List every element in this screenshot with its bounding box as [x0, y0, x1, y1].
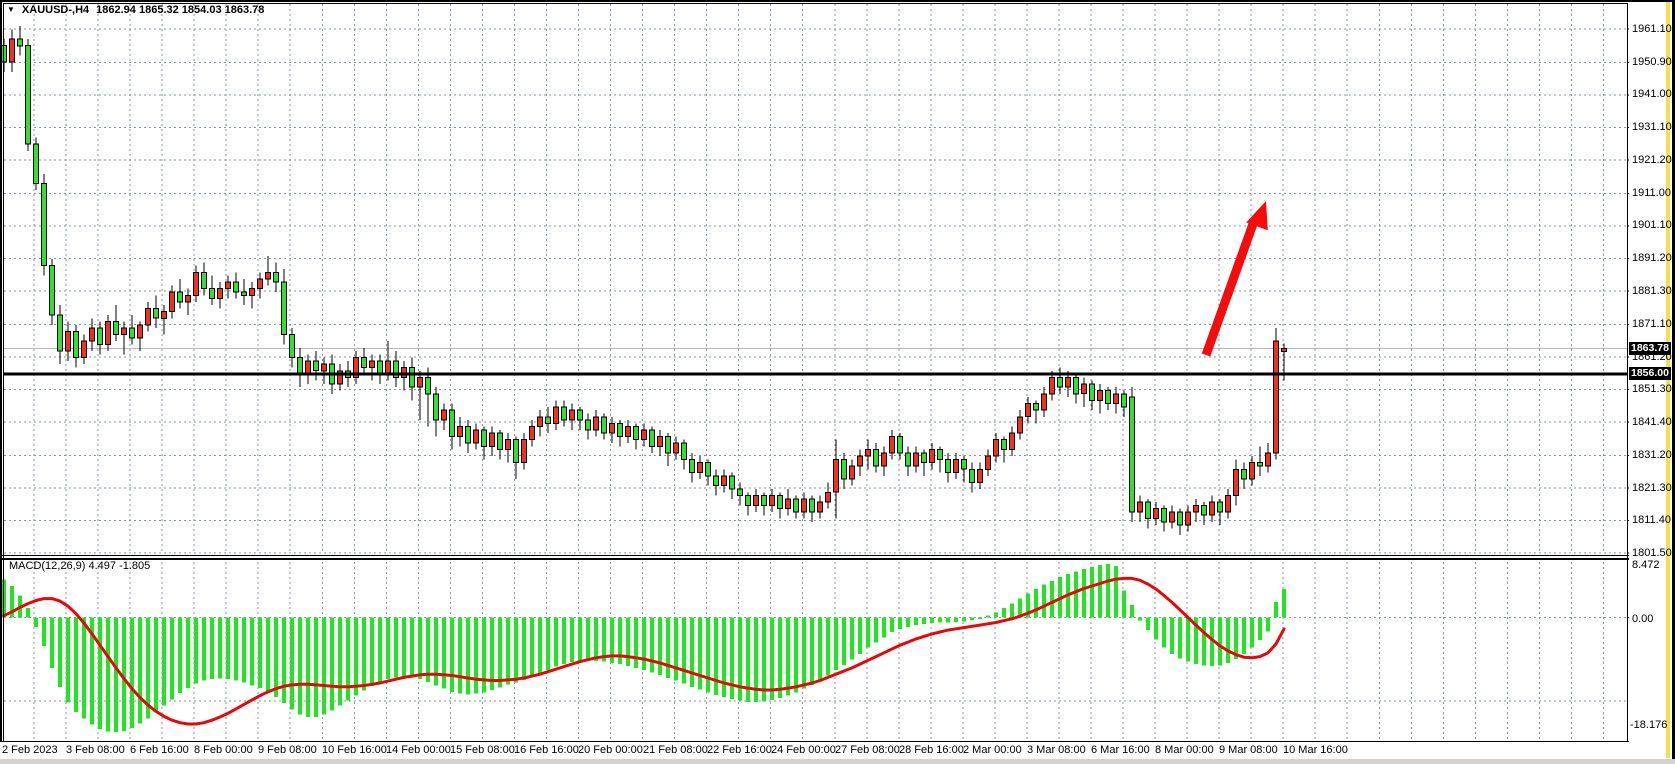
macd-indicator-label: MACD(12,26,9) 4.497 -1.805 [9, 560, 150, 572]
window-accent-stripe [1666, 2, 1670, 758]
window-border-top [0, 0, 1675, 2]
price-axis-label: 1921.20 [1632, 154, 1672, 166]
macd-histogram [2, 564, 1286, 733]
price-axis-label: 1911.00 [1632, 187, 1671, 199]
time-axis-label: 21 Feb 08:00 [643, 744, 708, 756]
macd-name: MACD(12,26,9) [9, 560, 86, 572]
time-axis-label: 2 Feb 2023 [2, 744, 58, 756]
time-axis-label: 15 Feb 08:00 [450, 744, 515, 756]
time-axis-label: 28 Feb 16:00 [899, 744, 964, 756]
current-price-tag: 1863.78 [1629, 342, 1671, 355]
time-axis-label: 24 Feb 00:00 [771, 744, 836, 756]
price-axis-label: 1801.50 [1632, 547, 1672, 559]
time-axis-label: 27 Feb 08:00 [835, 744, 900, 756]
symbol-dropdown-icon[interactable]: ▼ [7, 5, 15, 14]
price-axis[interactable]: 8.472 0.00 -18.176 1961.10 1950.90 1941.00… [1629, 2, 1672, 758]
time-axis-label: 6 Feb 16:00 [130, 744, 189, 756]
time-axis-label: 10 Feb 16:00 [322, 744, 387, 756]
window-border-right [1672, 0, 1675, 764]
ohlc-values: 1862.94 1865.32 1854.03 1863.78 [96, 4, 265, 16]
time-axis-label: 10 Mar 16:00 [1283, 744, 1348, 756]
time-axis-label: 22 Feb 16:00 [707, 744, 772, 756]
price-axis-label: 1841.40 [1632, 416, 1672, 428]
price-axis-label: 1891.20 [1632, 252, 1672, 264]
price-axis-label: 1811.40 [1632, 514, 1671, 526]
hline-price-tag: 1856.00 [1629, 367, 1671, 380]
time-axis-label: 9 Feb 08:00 [258, 744, 317, 756]
time-axis-label: 14 Feb 00:00 [386, 744, 451, 756]
time-axis-label: 9 Mar 08:00 [1219, 744, 1278, 756]
macd-values: 4.497 -1.805 [88, 560, 151, 572]
price-axis-label: 1821.30 [1632, 482, 1672, 494]
time-axis-label: 8 Feb 00:00 [194, 744, 253, 756]
window-border-bottom [0, 759, 1675, 764]
price-axis-label: 1901.10 [1632, 219, 1672, 231]
price-axis-label: 1871.10 [1632, 318, 1672, 330]
price-axis-label: 1941.00 [1632, 88, 1672, 100]
time-axis-label: 6 Mar 16:00 [1091, 744, 1150, 756]
price-axis-label: 1851.30 [1632, 383, 1672, 395]
macd-axis-max: 8.472 [1632, 559, 1660, 571]
symbol-period-label: XAUUSD-,H4 [21, 4, 90, 16]
time-axis-label: 20 Feb 00:00 [578, 744, 643, 756]
time-axis[interactable]: 2 Feb 2023 3 Feb 08:00 6 Feb 16:00 8 Feb 00… [0, 742, 1666, 759]
price-axis-label: 1881.30 [1632, 285, 1672, 297]
macd-axis-zero: 0.00 [1632, 613, 1654, 625]
time-axis-label: 16 Feb 16:00 [514, 744, 579, 756]
time-axis-label: 2 Mar 00:00 [963, 744, 1022, 756]
time-axis-label: 8 Mar 00:00 [1155, 744, 1214, 756]
price-axis-label: 1950.90 [1632, 56, 1672, 68]
panel-separator[interactable] [0, 555, 1666, 561]
grid [4, 4, 1627, 740]
quote-line: ▼ XAUUSD-,H4 1862.94 1865.32 1854.03 186… [7, 4, 264, 16]
price-axis-label: 1961.10 [1632, 23, 1672, 35]
candlestick-series [1, 26, 1287, 535]
window-border-left [0, 0, 2, 764]
trend-arrow[interactable] [1201, 201, 1268, 357]
price-axis-label: 1831.20 [1632, 449, 1672, 461]
price-axis-label: 1931.10 [1632, 121, 1672, 133]
time-axis-label: 3 Mar 08:00 [1027, 744, 1086, 756]
macd-signal-line [2, 576, 1286, 726]
time-axis-label: 3 Feb 08:00 [66, 744, 125, 756]
macd-axis-min: -18.176 [1630, 719, 1668, 731]
